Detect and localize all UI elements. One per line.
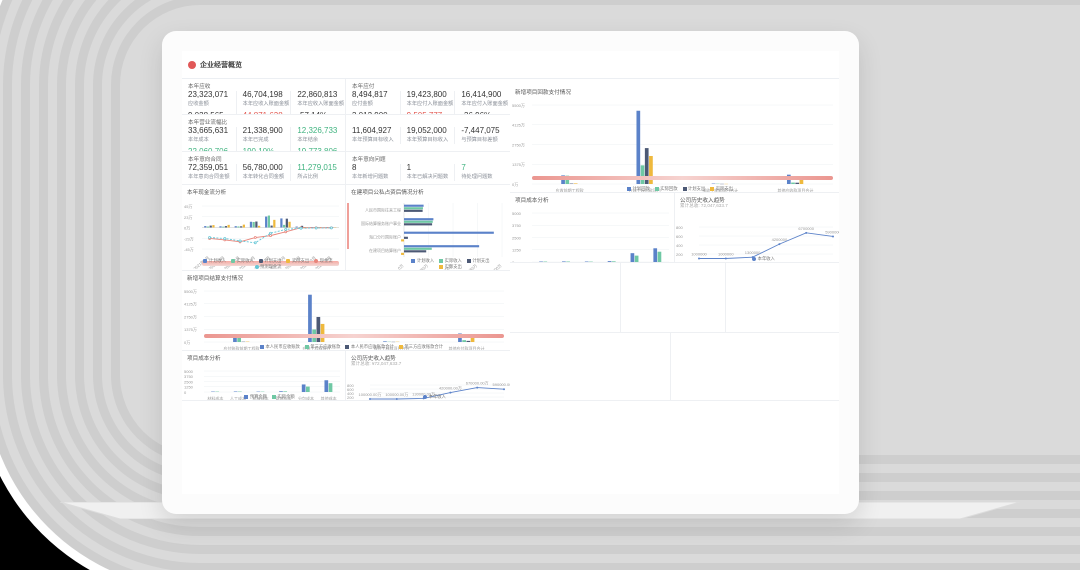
svg-text:5000: 5000	[512, 211, 522, 216]
svg-text:800: 800	[347, 383, 354, 388]
svg-text:-45万: -45万	[184, 247, 194, 252]
svg-text:2500: 2500	[184, 379, 194, 384]
svg-text:5900000: 5900000	[825, 229, 839, 234]
svg-text:国际结算服务账户事业: 国际结算服务账户事业	[361, 220, 401, 226]
svg-text:23万: 23万	[184, 215, 192, 220]
svg-text:6700000: 6700000	[798, 226, 814, 231]
svg-text:2750万: 2750万	[184, 314, 197, 319]
svg-text:600: 600	[676, 234, 683, 239]
svg-text:0万: 0万	[512, 182, 518, 187]
svg-text:590000.00万: 590000.00万	[493, 382, 510, 387]
svg-text:1250: 1250	[512, 248, 522, 253]
svg-text:人民币国际往来工程: 人民币国际往来工程	[365, 206, 401, 212]
svg-text:420000.00万: 420000.00万	[439, 386, 462, 391]
svg-text:1250: 1250	[184, 385, 194, 390]
svg-text:1375万: 1375万	[512, 162, 525, 167]
svg-text:3750: 3750	[512, 223, 522, 228]
svg-text:2500: 2500	[512, 235, 522, 240]
svg-text:5000: 5000	[184, 369, 194, 374]
svg-text:5500万: 5500万	[512, 103, 525, 108]
svg-text:200: 200	[676, 252, 683, 257]
svg-text:3750: 3750	[184, 374, 194, 379]
svg-text:2750万: 2750万	[512, 142, 525, 147]
svg-text:1375万: 1375万	[184, 327, 197, 332]
svg-text:4125万: 4125万	[512, 123, 525, 128]
svg-text:在建项目结算账户: 在建项目结算账户	[369, 247, 401, 253]
svg-text:670000.00万: 670000.00万	[466, 381, 489, 386]
svg-text:45万: 45万	[184, 204, 192, 209]
svg-text:4200000: 4200000	[772, 237, 788, 242]
svg-text:1300000: 1300000	[745, 250, 761, 255]
svg-text:800: 800	[676, 225, 683, 230]
svg-text:4125万: 4125万	[184, 302, 197, 307]
svg-text:5500万: 5500万	[184, 289, 197, 294]
svg-text:海口分行国际账户: 海口分行国际账户	[369, 233, 401, 239]
svg-text:0: 0	[184, 390, 187, 395]
svg-text:-23万: -23万	[184, 236, 194, 241]
svg-text:400: 400	[676, 243, 683, 248]
svg-text:0万: 0万	[184, 340, 190, 345]
svg-text:0万: 0万	[184, 226, 190, 231]
